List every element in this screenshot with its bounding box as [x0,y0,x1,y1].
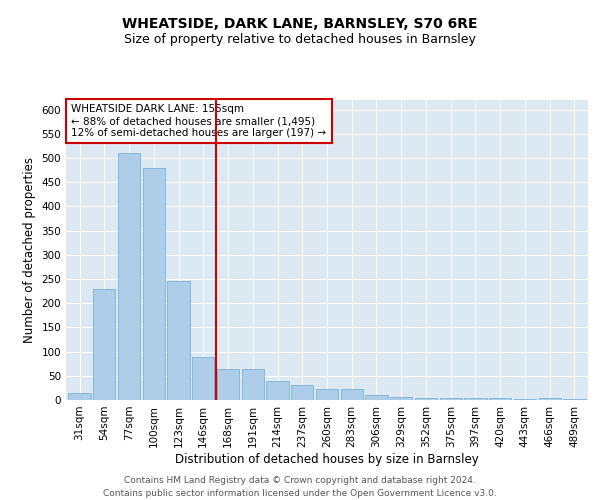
Bar [167,282,190,400]
Bar [464,398,487,400]
Bar [118,153,140,400]
Bar [266,380,289,400]
Bar [415,398,437,400]
Text: Contains public sector information licensed under the Open Government Licence v3: Contains public sector information licen… [103,489,497,498]
Bar [93,288,115,400]
Bar [365,395,388,400]
Text: Contains HM Land Registry data © Crown copyright and database right 2024.: Contains HM Land Registry data © Crown c… [124,476,476,485]
Bar [316,390,338,400]
Bar [563,399,586,400]
Bar [143,168,165,400]
Bar [68,392,91,400]
Bar [514,399,536,400]
Y-axis label: Number of detached properties: Number of detached properties [23,157,36,343]
Bar [217,368,239,400]
Bar [192,358,214,400]
Bar [539,398,561,400]
Bar [341,390,363,400]
Text: WHEATSIDE DARK LANE: 155sqm
← 88% of detached houses are smaller (1,495)
12% of : WHEATSIDE DARK LANE: 155sqm ← 88% of det… [71,104,326,138]
Text: WHEATSIDE, DARK LANE, BARNSLEY, S70 6RE: WHEATSIDE, DARK LANE, BARNSLEY, S70 6RE [122,18,478,32]
Bar [242,368,264,400]
Bar [489,398,511,400]
Text: Size of property relative to detached houses in Barnsley: Size of property relative to detached ho… [124,32,476,46]
X-axis label: Distribution of detached houses by size in Barnsley: Distribution of detached houses by size … [175,452,479,466]
Bar [440,398,462,400]
Bar [291,386,313,400]
Bar [390,396,412,400]
